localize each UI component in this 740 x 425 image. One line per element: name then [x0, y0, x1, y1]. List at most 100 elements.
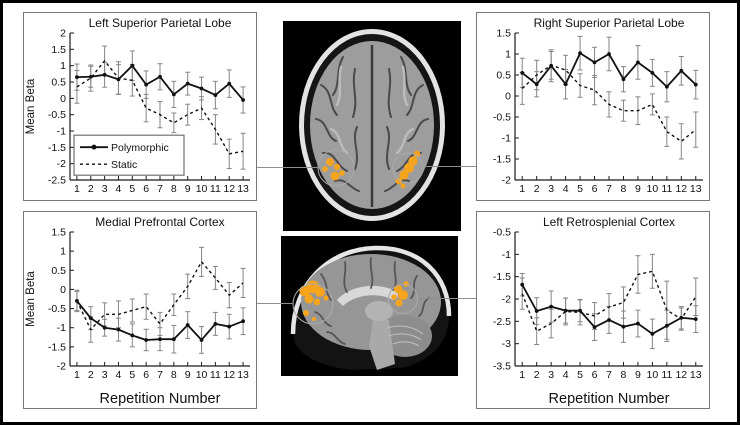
- svg-text:1: 1: [505, 49, 511, 61]
- svg-text:Left Retrosplenial Cortex: Left Retrosplenial Cortex: [543, 215, 675, 229]
- svg-text:4: 4: [116, 369, 122, 381]
- svg-text:13: 13: [690, 183, 702, 195]
- svg-text:0: 0: [60, 93, 66, 105]
- sagittal-brain-mri: [281, 236, 458, 376]
- svg-text:9: 9: [635, 369, 641, 381]
- activation-right-parietal: [395, 150, 421, 189]
- axial-brain-illustration: [299, 29, 445, 221]
- svg-text:9: 9: [185, 183, 191, 195]
- svg-text:8: 8: [171, 369, 177, 381]
- svg-text:-1: -1: [57, 322, 66, 334]
- panel-medial-prefrontal: 1.5 1 0.5 0 -0.5 -1 -1.5 -2 1 2 3 4 5 6 7 8 9 10 11 12 13 Med…: [23, 211, 257, 409]
- svg-text:Static: Static: [111, 159, 137, 171]
- chart-left-superior-parietal-lobe: 21.510.50-0.5-1-1.5-2-2.51 2 3 4 5 6 7 8 9 10 11 12…: [25, 16, 250, 195]
- svg-text:5: 5: [577, 369, 583, 381]
- connector-medial-prefrontal: [257, 303, 293, 304]
- chart-right-superior-parietal-lobe: 1.510.50-0.5-1-1.5-21 2 3 4 5 6 7 8 9 10 11 12 13Rig…: [493, 16, 703, 195]
- connector-retrosplenial: [418, 298, 476, 299]
- svg-text:-0.5: -0.5: [493, 227, 511, 239]
- svg-text:0: 0: [505, 91, 511, 103]
- svg-text:11: 11: [661, 183, 672, 195]
- svg-text:Polymorphic: Polymorphic: [111, 142, 169, 154]
- svg-text:Medial Prefrontal Cortex: Medial Prefrontal Cortex: [95, 215, 224, 229]
- svg-text:6: 6: [592, 183, 598, 195]
- svg-text:8: 8: [621, 369, 627, 381]
- activation-medial-prefrontal: [299, 280, 329, 321]
- svg-text:10: 10: [196, 369, 208, 381]
- roi-circle-right-parietal: [392, 152, 424, 184]
- svg-text:1: 1: [74, 183, 80, 195]
- svg-text:2: 2: [88, 183, 94, 195]
- svg-text:7: 7: [606, 183, 612, 195]
- svg-text:10: 10: [196, 183, 208, 195]
- svg-text:-0.5: -0.5: [48, 109, 66, 121]
- svg-text:6: 6: [592, 369, 598, 381]
- svg-text:1: 1: [60, 60, 66, 72]
- svg-text:4: 4: [116, 183, 122, 195]
- svg-text:5: 5: [129, 369, 135, 381]
- svg-text:8: 8: [621, 183, 627, 195]
- svg-text:9: 9: [185, 369, 191, 381]
- chart-medial-prefrontal-cortex: 1.510.50-0.5-1-1.5-21 2 3 4 5 6 7 8 9 10 11 12 13Med…: [25, 215, 250, 407]
- svg-text:Repetition Number: Repetition Number: [100, 391, 221, 407]
- svg-text:3: 3: [102, 183, 108, 195]
- svg-text:1: 1: [519, 369, 525, 381]
- svg-text:4: 4: [563, 369, 569, 381]
- svg-text:13: 13: [237, 183, 249, 195]
- sagittal-brain-illustration: [290, 245, 452, 370]
- svg-text:11: 11: [210, 183, 221, 195]
- svg-text:2: 2: [88, 369, 94, 381]
- svg-text:-3: -3: [502, 338, 511, 350]
- svg-text:1.5: 1.5: [51, 44, 66, 56]
- svg-text:2: 2: [534, 369, 540, 381]
- svg-text:-3.5: -3.5: [493, 361, 511, 373]
- svg-text:-0.5: -0.5: [48, 303, 66, 315]
- svg-text:Right Superior Parietal Lobe: Right Superior Parietal Lobe: [534, 16, 685, 30]
- svg-text:-1: -1: [502, 249, 511, 261]
- svg-text:12: 12: [223, 369, 235, 381]
- svg-text:9: 9: [635, 183, 641, 195]
- svg-text:-1.5: -1.5: [493, 154, 511, 166]
- svg-text:2: 2: [60, 28, 66, 40]
- activation-left-parietal: [322, 158, 345, 181]
- svg-text:1.5: 1.5: [496, 28, 511, 40]
- svg-text:3: 3: [548, 369, 554, 381]
- svg-text:0: 0: [60, 284, 66, 296]
- svg-text:-1: -1: [57, 126, 66, 138]
- svg-text:6: 6: [143, 369, 149, 381]
- svg-text:12: 12: [223, 183, 235, 195]
- panel-left-superior-parietal: 2 1.5 1 0.5 0 -0.5 -1 -1.5 -2 -2.5 1 2 3 4 5 6 7 8 9 10 11 12…: [23, 12, 257, 201]
- svg-text:-2: -2: [502, 294, 511, 306]
- svg-text:4: 4: [563, 183, 569, 195]
- panel-left-retrosplenial: -0.5 -1 -1.5 -2 -2.5 -3 -3.5 1 2 3 4 5 6 7 8 9 10 11 12 13 L…: [476, 211, 710, 409]
- svg-text:0.5: 0.5: [496, 70, 511, 82]
- svg-text:Mean Beta: Mean Beta: [25, 78, 37, 134]
- svg-text:-2: -2: [57, 361, 66, 373]
- svg-text:3: 3: [102, 369, 108, 381]
- svg-text:10: 10: [647, 369, 659, 381]
- svg-text:-1.5: -1.5: [493, 271, 511, 283]
- svg-text:1.5: 1.5: [51, 227, 66, 239]
- roi-circle-retrosplenial: [388, 284, 418, 314]
- axial-brain-mri: [283, 21, 461, 231]
- svg-text:Mean Beta: Mean Beta: [25, 271, 37, 327]
- roi-circle-left-parietal: [317, 149, 355, 187]
- activation-retrosplenial: [391, 281, 409, 307]
- svg-text:11: 11: [661, 369, 672, 381]
- connector-left-parietal: [257, 167, 318, 168]
- connector-right-parietal: [423, 166, 476, 167]
- svg-text:0.5: 0.5: [51, 77, 66, 89]
- svg-text:Left Superior Parietal Lobe: Left Superior Parietal Lobe: [89, 16, 232, 30]
- svg-text:1: 1: [60, 246, 66, 258]
- svg-text:13: 13: [237, 369, 249, 381]
- svg-text:8: 8: [171, 183, 177, 195]
- chart-left-retrosplenial-cortex: -0.5-1-1.5-2-2.5-3-3.51 2 3 4 5 6 7 8 9 10 11 12 13L…: [493, 215, 703, 407]
- svg-text:-1.5: -1.5: [48, 142, 66, 154]
- svg-text:-2.5: -2.5: [493, 316, 511, 328]
- svg-text:-2.5: -2.5: [48, 175, 66, 187]
- svg-text:-2: -2: [502, 175, 511, 187]
- roi-circle-medial-prefrontal: [292, 283, 334, 325]
- svg-text:-1.5: -1.5: [48, 341, 66, 353]
- svg-text:-0.5: -0.5: [493, 112, 511, 124]
